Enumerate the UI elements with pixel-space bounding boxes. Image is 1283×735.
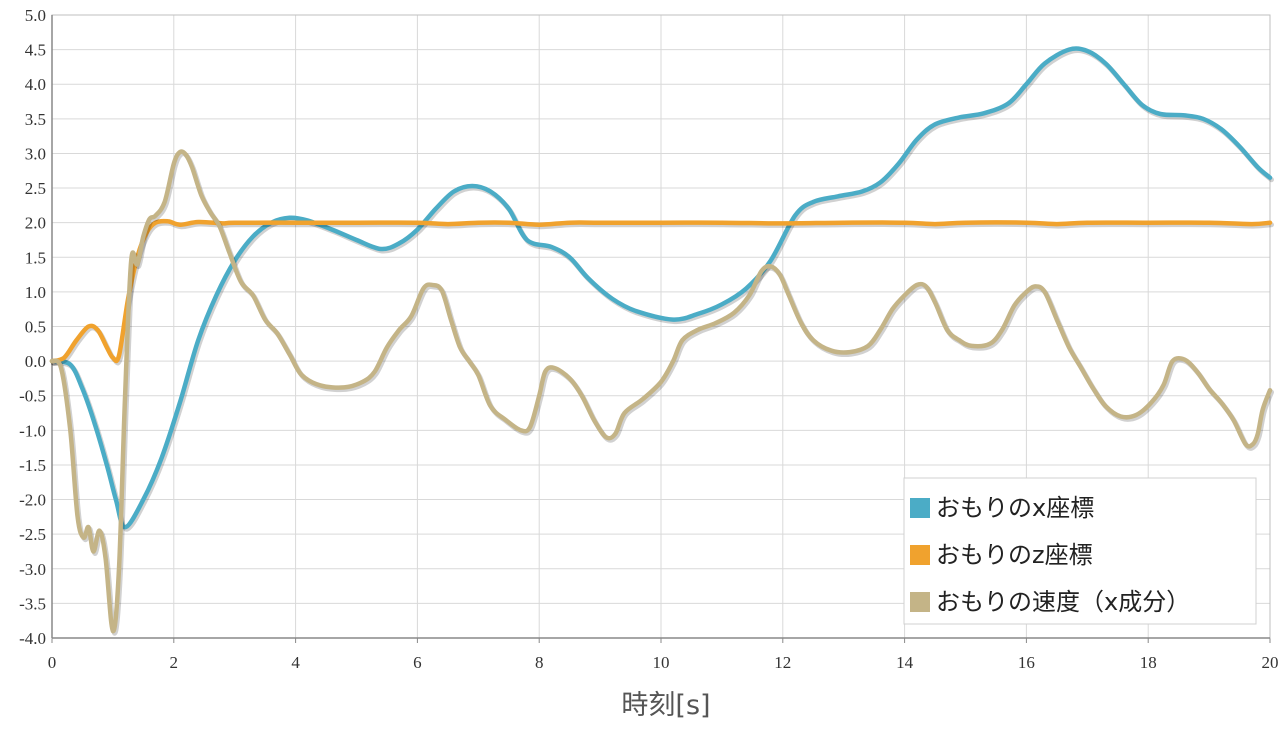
legend-item-x-velocity-swatch [910, 592, 930, 612]
y-tick-label: 4.5 [25, 41, 46, 60]
legend-item-x-position-swatch [910, 498, 930, 518]
series-x-position-line [49, 46, 1273, 530]
x-tick-label: 14 [896, 653, 914, 672]
y-tick-label: 0.0 [25, 352, 46, 371]
y-tick-label: -4.0 [19, 629, 46, 648]
y-tick-label: -2.0 [19, 491, 46, 510]
series-x-velocity-line [49, 149, 1273, 634]
y-tick-label: -2.5 [19, 525, 46, 544]
legend-item-x-velocity-label: おもりの速度（x成分） [936, 588, 1190, 616]
x-tick-label: 10 [653, 653, 670, 672]
x-tick-label: 18 [1140, 653, 1157, 672]
y-tick-label: 1.5 [25, 248, 46, 267]
series-lines [49, 46, 1274, 636]
x-tick-label: 0 [48, 653, 57, 672]
legend-box [903, 477, 1257, 625]
series-x-position-line-shadow [51, 48, 1274, 532]
x-tick-label: 16 [1018, 653, 1035, 672]
legend-item-x-position-label: おもりのx座標 [936, 494, 1094, 522]
y-tick-label: -1.5 [19, 456, 46, 475]
y-axis-ticks: 5.0 4.5 4.0 3.5 3.0 2.5 2.0 1.5 1.0 0.5 0.0 -0.5 -1.… [19, 6, 46, 648]
grid [51, 14, 1271, 639]
x-tick-label: 2 [170, 653, 179, 672]
y-tick-label: -3.0 [19, 560, 46, 579]
y-tick-label: 1.0 [25, 283, 46, 302]
y-tick-label: -3.5 [19, 594, 46, 613]
y-tick-label: 3.5 [25, 110, 46, 129]
x-tick-label: 4 [291, 653, 300, 672]
x-tick-label: 12 [774, 653, 791, 672]
x-tick-label: 20 [1262, 653, 1279, 672]
x-axis-ticks: 0 2 4 6 8 10 12 14 16 18 20 [48, 638, 1279, 672]
y-tick-label: 2.0 [25, 214, 46, 233]
plot-border [51, 14, 1271, 639]
series-z-position-line [49, 218, 1273, 364]
y-tick-label: 5.0 [25, 6, 46, 25]
legend-item-z-position-swatch [910, 545, 930, 565]
y-tick-label: -0.5 [19, 387, 46, 406]
legend-item-z-position-label: おもりのz座標 [936, 541, 1093, 569]
series-z-position-line-shadow [51, 220, 1274, 366]
x-axis-label: 時刻[s] [621, 690, 710, 721]
y-tick-label: 3.0 [25, 144, 46, 163]
y-tick-label: 4.0 [25, 75, 46, 94]
x-tick-label: 8 [535, 653, 544, 672]
y-tick-label: -1.0 [19, 421, 46, 440]
y-tick-label: 0.5 [25, 318, 46, 337]
x-tick-label: 6 [413, 653, 422, 672]
y-tick-label: 2.5 [25, 179, 46, 198]
